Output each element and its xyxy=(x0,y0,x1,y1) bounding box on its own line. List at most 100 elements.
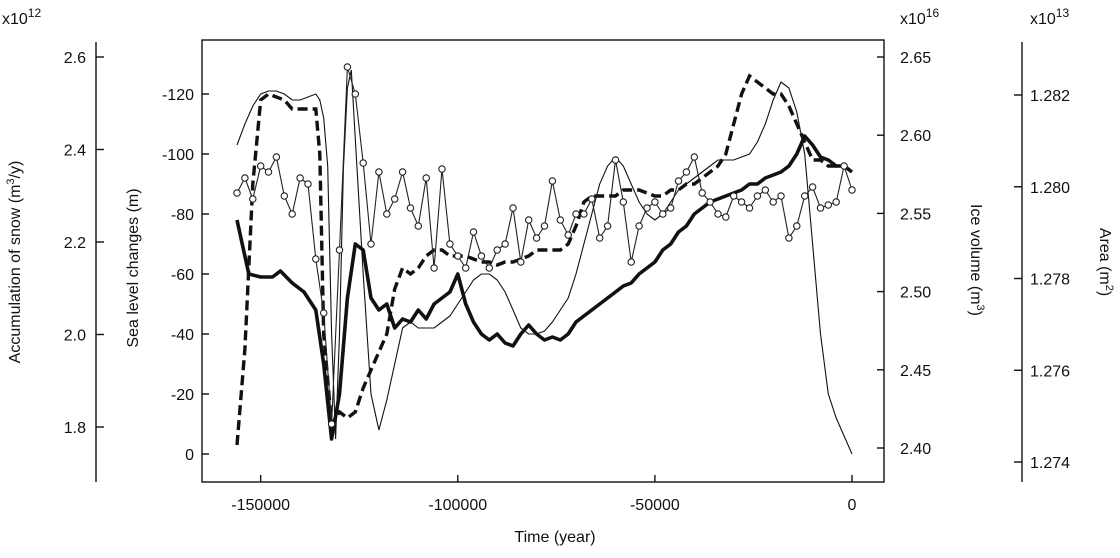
circle-marker xyxy=(706,198,714,206)
ice-volume-tick-label: 2.55 xyxy=(900,206,931,223)
series-line-thin-solid xyxy=(236,69,853,455)
circle-marker xyxy=(241,174,249,182)
circle-marker xyxy=(714,210,722,218)
area-axis: 1.282 1.280 1.278 1.276 1.274 x1013 Area (m2… xyxy=(1014,6,1115,482)
area-axis-title: Area (m2) xyxy=(1096,228,1115,296)
circle-marker xyxy=(800,192,809,200)
circle-marker xyxy=(816,204,825,212)
circle-marker xyxy=(753,192,762,200)
circle-marker xyxy=(769,198,777,206)
sea-level-tick-label: -60 xyxy=(171,267,194,284)
area-tick-label: 1.278 xyxy=(1030,272,1070,289)
plot-frame xyxy=(201,39,885,483)
circle-marker xyxy=(485,264,494,272)
circle-marker xyxy=(532,234,541,242)
x-tick-label: 0 xyxy=(848,497,857,514)
ice-volume-axis-title: Ice volume (m3) xyxy=(967,204,986,316)
circle-marker xyxy=(690,153,699,161)
circle-marker xyxy=(414,222,423,230)
circle-marker xyxy=(635,222,643,230)
circle-marker xyxy=(722,213,730,221)
circle-marker xyxy=(493,246,501,254)
ice-volume-exponent: x1016 xyxy=(900,6,939,28)
circle-marker xyxy=(840,162,848,170)
ice-volume-tick-label: 2.50 xyxy=(900,285,931,302)
circle-marker xyxy=(572,210,580,218)
circle-marker xyxy=(312,255,320,263)
circle-marker xyxy=(454,252,462,260)
circle-marker xyxy=(446,240,454,248)
sea-level-tick-label: -40 xyxy=(171,327,194,344)
circle-marker xyxy=(737,198,746,206)
sea-level-tick-label: -20 xyxy=(171,387,194,404)
accumulation-tick-label: 2.4 xyxy=(64,143,86,160)
x-axis-ticks: -150000 -100000 -50000 0 xyxy=(231,475,857,514)
area-tick-label: 1.274 xyxy=(1030,455,1070,472)
circle-marker xyxy=(406,204,415,212)
circle-marker xyxy=(729,192,738,200)
accumulation-tick-label: 2.6 xyxy=(64,50,86,67)
series-layer xyxy=(233,63,856,455)
circle-marker xyxy=(272,153,281,161)
circle-marker xyxy=(619,198,628,206)
x-tick-label: -50000 xyxy=(630,497,680,514)
accumulation-tick-label: 2.2 xyxy=(64,235,86,252)
circle-marker xyxy=(595,234,604,242)
circle-marker xyxy=(540,222,549,230)
circle-marker xyxy=(343,63,352,71)
x-tick-label: -100000 xyxy=(428,497,487,514)
circle-marker xyxy=(564,231,572,239)
circle-marker xyxy=(808,183,817,191)
accumulation-exponent: x1012 xyxy=(2,6,41,28)
circle-marker xyxy=(422,174,430,182)
accumulation-axis: 2.6 2.4 2.2 2.0 1.8 x1012 Accumulation of sn… xyxy=(2,6,104,482)
sea-level-tick-label: -80 xyxy=(171,207,194,224)
circle-marker xyxy=(524,216,533,224)
circle-marker xyxy=(280,192,289,200)
circle-marker xyxy=(249,195,257,203)
circle-marker xyxy=(627,258,635,266)
circle-marker xyxy=(430,264,438,272)
accumulation-axis-title: Accumulation of snow (m3/y) xyxy=(5,161,24,364)
circle-marker xyxy=(580,210,588,218)
circle-marker xyxy=(761,186,770,194)
ice-volume-tick-label: 2.65 xyxy=(900,50,931,67)
circle-marker xyxy=(264,168,273,176)
circle-marker xyxy=(603,222,612,230)
circle-marker xyxy=(367,240,375,248)
circle-marker xyxy=(288,210,296,218)
circle-marker xyxy=(256,162,265,170)
ice-volume-tick-label: 2.40 xyxy=(900,441,931,458)
circle-marker xyxy=(659,210,667,218)
circle-marker xyxy=(233,189,241,197)
circle-marker xyxy=(477,252,486,260)
circle-marker xyxy=(304,180,312,188)
circle-marker xyxy=(824,201,833,209)
circle-marker xyxy=(848,186,856,194)
circle-marker xyxy=(327,420,336,428)
series-line-thick-solid xyxy=(235,134,854,441)
sea-level-axis-title: Sea level changes (m) xyxy=(125,188,142,347)
circle-marker xyxy=(611,156,620,164)
circle-marker xyxy=(509,204,517,212)
circle-marker xyxy=(501,240,509,248)
circle-marker xyxy=(375,168,383,176)
circle-marker xyxy=(793,222,801,230)
area-tick-label: 1.276 xyxy=(1030,363,1070,380)
circle-marker xyxy=(556,216,565,224)
circle-marker xyxy=(398,168,407,176)
circle-marker xyxy=(651,198,659,206)
circle-marker xyxy=(351,90,360,98)
circle-marker xyxy=(335,246,344,254)
ice-volume-axis: 2.65 2.60 2.55 2.50 2.45 2.40 x1016 Ice volum… xyxy=(877,6,986,458)
circle-marker xyxy=(319,309,328,317)
circle-marker xyxy=(832,198,840,206)
circle-marker xyxy=(390,195,399,203)
sea-level-tick-label: -100 xyxy=(162,147,194,164)
circle-marker xyxy=(674,177,683,185)
sea-level-axis: -120 -100 -80 -60 -40 -20 0 Sea level changes … xyxy=(125,87,209,464)
area-tick-label: 1.282 xyxy=(1030,88,1070,105)
circle-marker xyxy=(296,174,304,182)
area-tick-label: 1.280 xyxy=(1030,180,1070,197)
